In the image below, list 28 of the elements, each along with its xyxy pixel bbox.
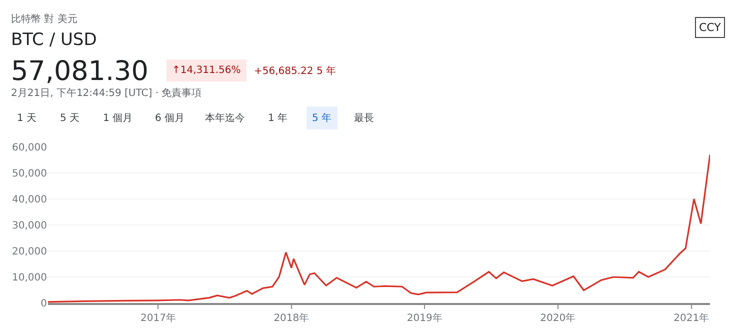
y-tick-label: 50,000 bbox=[12, 168, 47, 180]
text: 5 天 bbox=[60, 113, 80, 124]
chart-title: BTC / USD bbox=[11, 30, 97, 50]
text: 最長 bbox=[354, 113, 374, 124]
y-tick-label: 20,000 bbox=[12, 246, 47, 258]
y-tick-label: 30,000 bbox=[12, 220, 47, 232]
x-tick-label: 2019年 bbox=[406, 312, 442, 324]
text: CCY bbox=[699, 21, 722, 34]
text: 本年迄今 bbox=[205, 112, 245, 124]
text: +56,685.22 5 年 bbox=[254, 65, 336, 77]
x-tick-label: 2018年 bbox=[274, 312, 310, 324]
text: 2月21日, 下午12:44:59 [UTC] · 免責事項 bbox=[11, 87, 202, 99]
x-tick-label: 2021年 bbox=[674, 312, 710, 324]
x-tick-label: 2020年 bbox=[540, 312, 576, 324]
y-tick-label: 40,000 bbox=[12, 194, 47, 206]
line-series bbox=[48, 154, 710, 303]
text: 1 天 bbox=[17, 113, 37, 124]
y-tick-label: 10,000 bbox=[12, 272, 47, 284]
y-tick-label: 60,000 bbox=[12, 142, 47, 154]
text: 57,081.30 bbox=[11, 56, 148, 87]
text: 1 個月 bbox=[103, 113, 133, 124]
chart-subtitle: 比特幣 對 美元 bbox=[11, 13, 78, 25]
text: 5 年 bbox=[312, 112, 332, 124]
x-tick-label: 2017年 bbox=[140, 312, 176, 324]
text: 1 年 bbox=[268, 112, 288, 124]
y-tick-label: 0 bbox=[40, 298, 47, 310]
text: 6 個月 bbox=[155, 113, 185, 124]
text: ↑14,311.56% bbox=[172, 65, 241, 76]
